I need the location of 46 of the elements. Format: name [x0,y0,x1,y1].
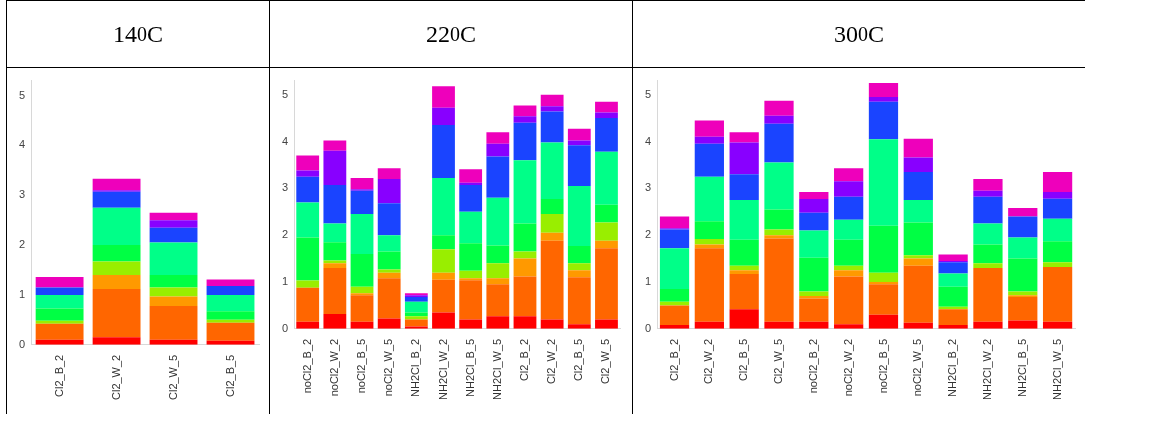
y-tick-label: 3 [281,181,289,194]
x-tick-label: Cl2_B_2 [52,354,65,397]
y-tick-label: 4 [281,134,289,147]
y-tick-label: 2 [18,238,26,251]
x-tick-label: NH2Cl_W_2 [980,338,993,401]
x-tick-label: noCl2_W_5 [382,338,395,397]
y-tick-label: 5 [644,87,652,100]
x-tick-label: Cl2_W_2 [545,338,558,385]
y-tick-label: 0 [18,337,26,350]
x-tick-label: noCl2_B_5 [876,338,889,394]
x-tick-label: noCl2_W_2 [841,338,854,397]
y-tick-label: 1 [281,275,289,288]
x-tick-label: Cl2_B_5 [572,338,585,382]
x-tick-label: noCl2_W_5 [911,338,924,397]
x-tick-label: Cl2_W_2 [702,338,715,385]
x-tick-label: NH2Cl_W_5 [490,338,503,401]
y-tick-label: 2 [281,228,289,241]
y-tick-label: 1 [18,287,26,300]
x-tick-label: Cl2_B_5 [223,354,236,397]
x-tick-label: NH2Cl_B_2 [946,338,959,397]
x-tick-label: noCl2_W_2 [327,338,340,397]
y-tick-label: 4 [644,134,652,147]
x-tick-label: Cl2_W_5 [772,338,785,385]
y-tick-label: 0 [644,321,652,334]
x-tick-label: Cl2_W_2 [109,354,122,401]
x-tick-label: NH2Cl_B_5 [463,338,476,397]
x-tick-label: Cl2_B_2 [518,338,531,382]
x-tick-label: NH2Cl_B_5 [1015,338,1028,397]
x-tick-label: noCl2_B_2 [300,338,313,394]
x-tick-label: noCl2_B_2 [806,338,819,394]
x-tick-label: NH2Cl_W_2 [436,338,449,401]
y-tick-label: 5 [281,87,289,100]
x-tick-label: NH2Cl_W_5 [1050,338,1063,401]
x-tick-label: Cl2_B_5 [737,338,750,382]
x-tick-label: Cl2_B_2 [667,338,680,382]
y-tick-label: 4 [18,138,26,151]
x-tick-label: Cl2_W_5 [599,338,612,385]
x-tick-label: Cl2_W_5 [166,354,179,401]
y-tick-label: 0 [281,321,289,334]
x-tick-label: NH2Cl_B_2 [409,338,422,397]
x-tick-label: noCl2_B_5 [355,338,368,394]
y-tick-label: 2 [644,228,652,241]
y-tick-label: 3 [644,181,652,194]
y-tick-label: 3 [18,188,26,201]
y-tick-label: 1 [644,275,652,288]
y-tick-label: 5 [18,88,26,101]
